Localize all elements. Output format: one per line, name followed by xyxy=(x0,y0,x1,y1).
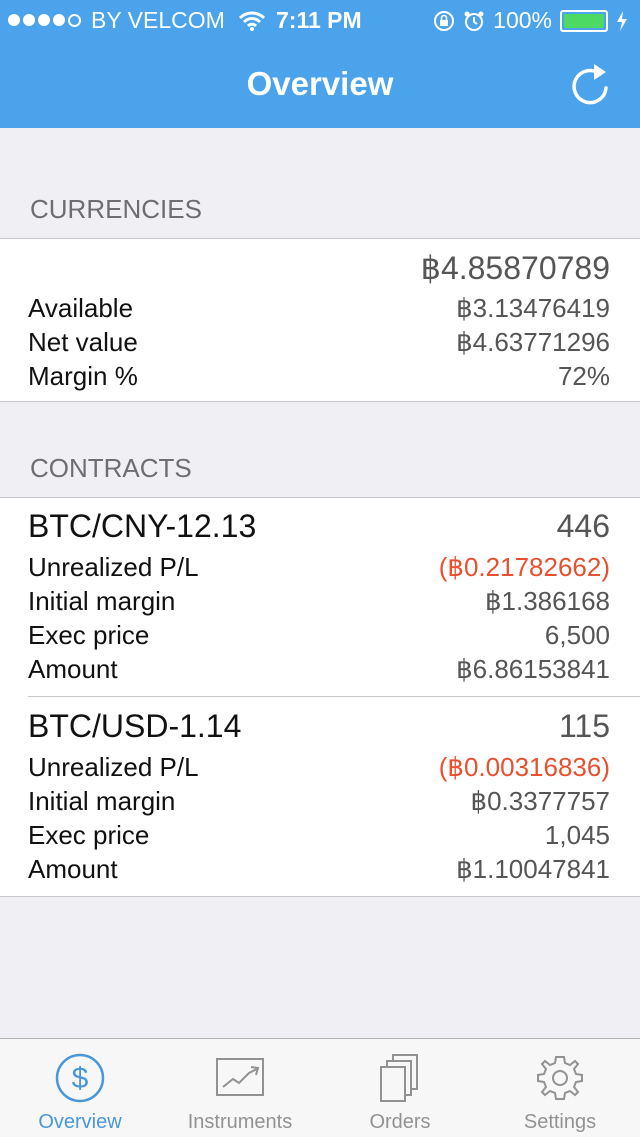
tab-orders[interactable]: Orders xyxy=(320,1039,480,1137)
exec-price-row: Exec price 1,045 xyxy=(28,818,610,852)
initial-margin-row: Initial margin ฿1.386168 xyxy=(28,584,610,618)
page-title: Overview xyxy=(246,65,394,102)
tab-settings[interactable]: Settings xyxy=(480,1039,640,1137)
currency-row-net-value: Net value ฿4.63771296 xyxy=(28,325,610,359)
exec-price-row: Exec price 6,500 xyxy=(28,618,610,652)
row-label: Exec price xyxy=(28,819,150,850)
signal-strength-icon xyxy=(8,14,81,27)
tab-overview[interactable]: $ Overview xyxy=(0,1039,160,1137)
row-label: Amount xyxy=(28,653,118,684)
tab-instruments[interactable]: Instruments xyxy=(160,1039,320,1137)
orientation-lock-icon xyxy=(434,10,455,31)
unrealized-pl-row: Unrealized P/L (฿0.21782662) xyxy=(28,550,610,584)
contract-name: BTC/CNY-12.13 xyxy=(28,508,257,544)
row-label: Margin % xyxy=(28,360,138,391)
wifi-icon xyxy=(238,11,265,31)
battery-percent: 100% xyxy=(493,7,552,33)
row-label: Unrealized P/L xyxy=(28,551,199,582)
status-right: 100% xyxy=(433,7,628,34)
svg-text:$: $ xyxy=(72,1062,89,1095)
tab-label: Instruments xyxy=(187,1111,293,1133)
battery-icon xyxy=(560,9,608,32)
tab-label: Overview xyxy=(38,1111,122,1133)
row-value: ฿0.3377757 xyxy=(470,785,610,816)
dollar-circle-icon: $ xyxy=(55,1053,105,1103)
row-value: (฿0.00316836) xyxy=(438,751,610,782)
charging-icon xyxy=(617,10,627,31)
row-label: Unrealized P/L xyxy=(28,751,199,782)
documents-icon xyxy=(380,1054,418,1102)
status-time: 7:11 PM xyxy=(276,7,362,33)
currency-row-margin: Margin % 72% xyxy=(28,359,610,393)
carrier-name: BY VELCOM xyxy=(91,7,225,33)
row-value: ฿6.86153841 xyxy=(456,653,610,684)
row-value: ฿4.63771296 xyxy=(456,326,610,357)
initial-margin-row: Initial margin ฿0.3377757 xyxy=(28,784,610,818)
contract-count: 115 xyxy=(558,708,610,744)
row-label: Initial margin xyxy=(28,585,176,616)
contracts-panel: BTC/CNY-12.13 446 Unrealized P/L (฿0.217… xyxy=(0,497,640,897)
row-value: 6,500 xyxy=(544,619,610,650)
gear-icon xyxy=(537,1056,583,1100)
row-label: Available xyxy=(28,292,134,323)
row-value: ฿3.13476419 xyxy=(456,292,610,323)
contract-name: BTC/USD-1.14 xyxy=(28,708,242,744)
tab-label: Orders xyxy=(369,1111,431,1133)
contract-count: 446 xyxy=(556,508,610,544)
currency-row-available: Available ฿3.13476419 xyxy=(28,291,610,325)
contracts-section-header: CONTRACTS xyxy=(30,453,192,483)
currency-total: ฿4.85870789 xyxy=(420,250,610,286)
status-bar: BY VELCOM 7:11 PM 100% xyxy=(0,0,640,40)
row-value: (฿0.21782662) xyxy=(438,551,610,582)
row-label: Exec price xyxy=(28,619,150,650)
row-value: 1,045 xyxy=(544,819,610,850)
row-label: Net value xyxy=(28,326,138,357)
currencies-section-header: CURRENCIES xyxy=(30,194,202,224)
unrealized-pl-row: Unrealized P/L (฿0.00316836) xyxy=(28,750,610,784)
tab-label: Settings xyxy=(523,1111,597,1133)
refresh-icon[interactable] xyxy=(568,58,614,108)
currencies-panel: ฿4.85870789 Available ฿3.13476419 Net va… xyxy=(0,238,640,402)
navigation-header: BY VELCOM 7:11 PM 100% xyxy=(0,0,640,128)
status-left: BY VELCOM xyxy=(8,7,265,34)
chart-icon xyxy=(216,1058,264,1096)
amount-row: Amount ฿6.86153841 xyxy=(28,652,610,686)
amount-row: Amount ฿1.10047841 xyxy=(28,852,610,886)
row-value: ฿1.386168 xyxy=(485,585,610,616)
tab-bar: $ Overview Instruments Orders Settings xyxy=(0,1038,640,1137)
row-label: Amount xyxy=(28,853,118,884)
row-value: 72% xyxy=(557,360,610,391)
contract-divider xyxy=(28,696,640,697)
row-label: Initial margin xyxy=(28,785,176,816)
alarm-icon xyxy=(464,11,484,31)
row-value: ฿1.10047841 xyxy=(456,853,610,884)
